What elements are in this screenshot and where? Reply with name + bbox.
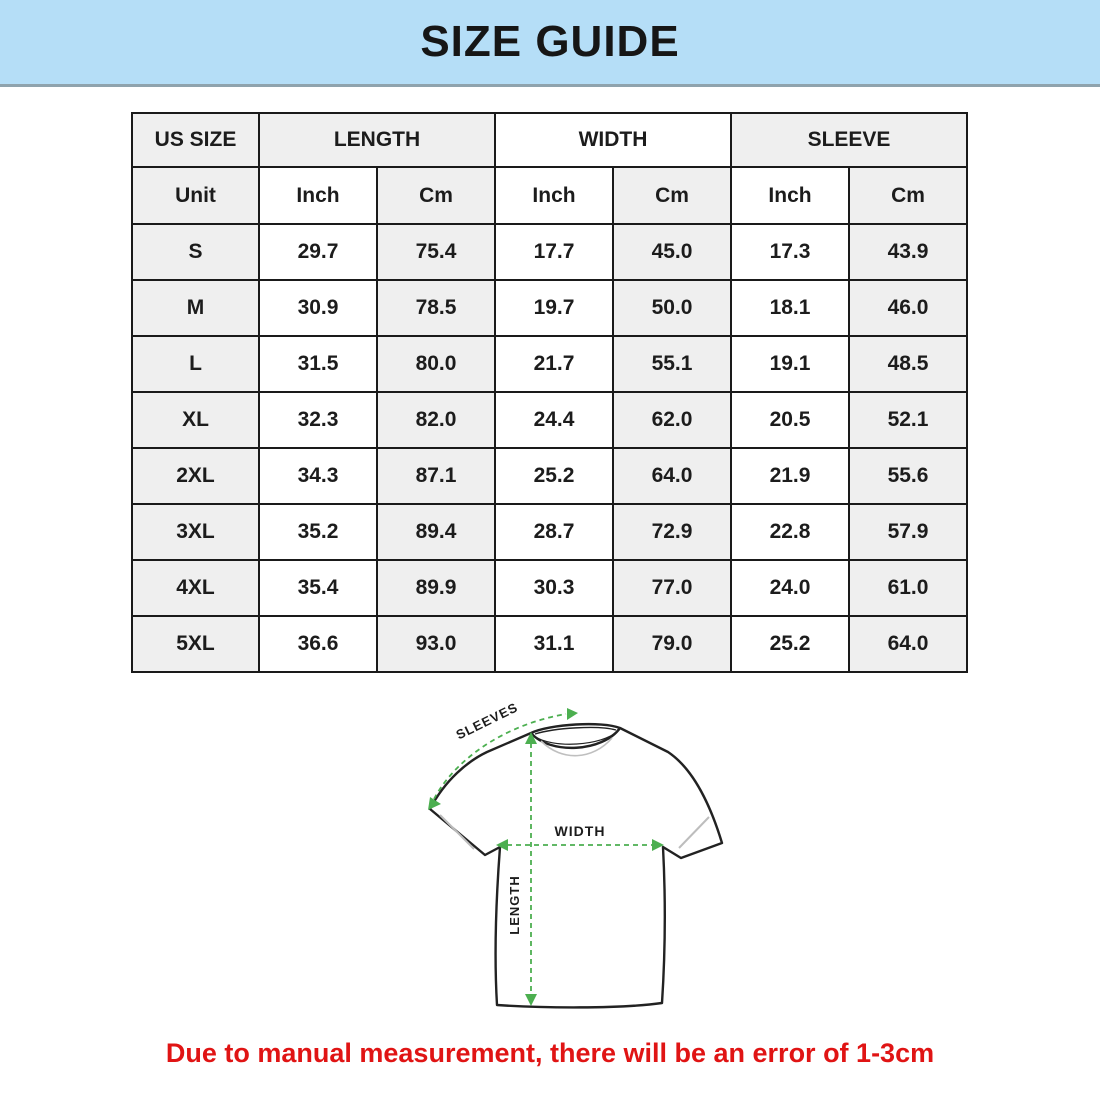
width-cm-header: Cm [612, 166, 732, 225]
table-cell: 17.7 [494, 223, 614, 281]
table-cell: 48.5 [848, 335, 968, 393]
table-cell: 46.0 [848, 279, 968, 337]
table-cell: 82.0 [376, 391, 496, 449]
table-cell: 93.0 [376, 615, 496, 673]
table-cell: 21.7 [494, 335, 614, 393]
table-cell: 52.1 [848, 391, 968, 449]
table-cell: 79.0 [612, 615, 732, 673]
table-cell: 55.1 [612, 335, 732, 393]
col-header-length: LENGTH [258, 112, 496, 168]
title-banner: SIZE GUIDE [0, 0, 1100, 87]
table-cell: 17.3 [730, 223, 850, 281]
table-cell: 22.8 [730, 503, 850, 561]
table-cell: 30.9 [258, 279, 378, 337]
table-cell: 45.0 [612, 223, 732, 281]
table-cell: 29.7 [258, 223, 378, 281]
table-cell: 77.0 [612, 559, 732, 617]
table-cell: 43.9 [848, 223, 968, 281]
table-cell: 18.1 [730, 279, 850, 337]
table-cell: 31.5 [258, 335, 378, 393]
col-header-sleeve: SLEEVE [730, 112, 968, 168]
col-header-us-size: US SIZE [131, 112, 260, 168]
table-cell: 72.9 [612, 503, 732, 561]
table-cell: 64.0 [848, 615, 968, 673]
length-arrow [525, 732, 537, 1006]
page-title: SIZE GUIDE [420, 17, 680, 66]
size-label-cell: 5XL [131, 615, 260, 673]
table-cell: 20.5 [730, 391, 850, 449]
table-cell: 64.0 [612, 447, 732, 505]
size-label-cell: 4XL [131, 559, 260, 617]
table-cell: 35.4 [258, 559, 378, 617]
table-cell: 31.1 [494, 615, 614, 673]
table-cell: 80.0 [376, 335, 496, 393]
size-chart-table: US SIZE LENGTH WIDTH SLEEVE Unit Inch Cm… [131, 112, 968, 673]
table-cell: 61.0 [848, 559, 968, 617]
size-label-cell: M [131, 279, 260, 337]
width-inch-header: Inch [494, 166, 614, 225]
table-row-5xl: 5XL 36.6 93.0 31.1 79.0 25.2 64.0 [131, 615, 968, 673]
table-cell: 35.2 [258, 503, 378, 561]
table-cell: 25.2 [494, 447, 614, 505]
table-row-3xl: 3XL 35.2 89.4 28.7 72.9 22.8 57.9 [131, 503, 968, 561]
table-cell: 50.0 [612, 279, 732, 337]
unit-label-cell: Unit [131, 166, 260, 225]
measurement-disclaimer: Due to manual measurement, there will be… [165, 1038, 935, 1068]
size-label-cell: 2XL [131, 447, 260, 505]
width-measure-label: WIDTH [555, 823, 606, 839]
table-cell: 28.7 [494, 503, 614, 561]
sleeve-inch-header: Inch [730, 166, 850, 225]
sleeve-arrow [428, 708, 578, 810]
size-label-cell: L [131, 335, 260, 393]
sleeve-cm-header: Cm [848, 166, 968, 225]
group-header-row: US SIZE LENGTH WIDTH SLEEVE [131, 112, 968, 168]
unit-header-row: Unit Inch Cm Inch Cm Inch Cm [131, 166, 968, 225]
table-row-2xl: 2XL 34.3 87.1 25.2 64.0 21.9 55.6 [131, 447, 968, 505]
table-row-m: M 30.9 78.5 19.7 50.0 18.1 46.0 [131, 279, 968, 337]
right-cuff-seam [678, 816, 710, 849]
table-cell: 19.7 [494, 279, 614, 337]
table-cell: 78.5 [376, 279, 496, 337]
table-row-xl: XL 32.3 82.0 24.4 62.0 20.5 52.1 [131, 391, 968, 449]
width-arrow [496, 839, 664, 851]
sleeve-measure-label: SLEEVES [454, 700, 521, 743]
size-label-cell: S [131, 223, 260, 281]
table-cell: 62.0 [612, 391, 732, 449]
table-row-l: L 31.5 80.0 21.7 55.1 19.1 48.5 [131, 335, 968, 393]
table-cell: 25.2 [730, 615, 850, 673]
col-header-width: WIDTH [494, 112, 732, 168]
length-inch-header: Inch [258, 166, 378, 225]
collar-rib-line [534, 726, 617, 735]
table-cell: 24.0 [730, 559, 850, 617]
tshirt-measurement-diagram: WIDTH LENGTH SLEEVES [428, 700, 724, 1009]
tshirt-outline [428, 722, 724, 1009]
table-cell: 89.9 [376, 559, 496, 617]
table-cell: 55.6 [848, 447, 968, 505]
table-cell: 24.4 [494, 391, 614, 449]
left-cuff-seam [439, 814, 475, 850]
table-row-4xl: 4XL 35.4 89.9 30.3 77.0 24.0 61.0 [131, 559, 968, 617]
table-cell: 57.9 [848, 503, 968, 561]
table-cell: 75.4 [376, 223, 496, 281]
table-cell: 32.3 [258, 391, 378, 449]
table-cell: 30.3 [494, 559, 614, 617]
collar-rib-line-2 [533, 730, 619, 745]
table-cell: 34.3 [258, 447, 378, 505]
table-cell: 87.1 [376, 447, 496, 505]
length-cm-header: Cm [376, 166, 496, 225]
table-cell: 19.1 [730, 335, 850, 393]
length-measure-label: LENGTH [507, 875, 522, 934]
table-row-s: S 29.7 75.4 17.7 45.0 17.3 43.9 [131, 223, 968, 281]
table-cell: 89.4 [376, 503, 496, 561]
table-cell: 36.6 [258, 615, 378, 673]
size-label-cell: 3XL [131, 503, 260, 561]
collar-back-seam [540, 737, 613, 757]
size-label-cell: XL [131, 391, 260, 449]
table-cell: 21.9 [730, 447, 850, 505]
